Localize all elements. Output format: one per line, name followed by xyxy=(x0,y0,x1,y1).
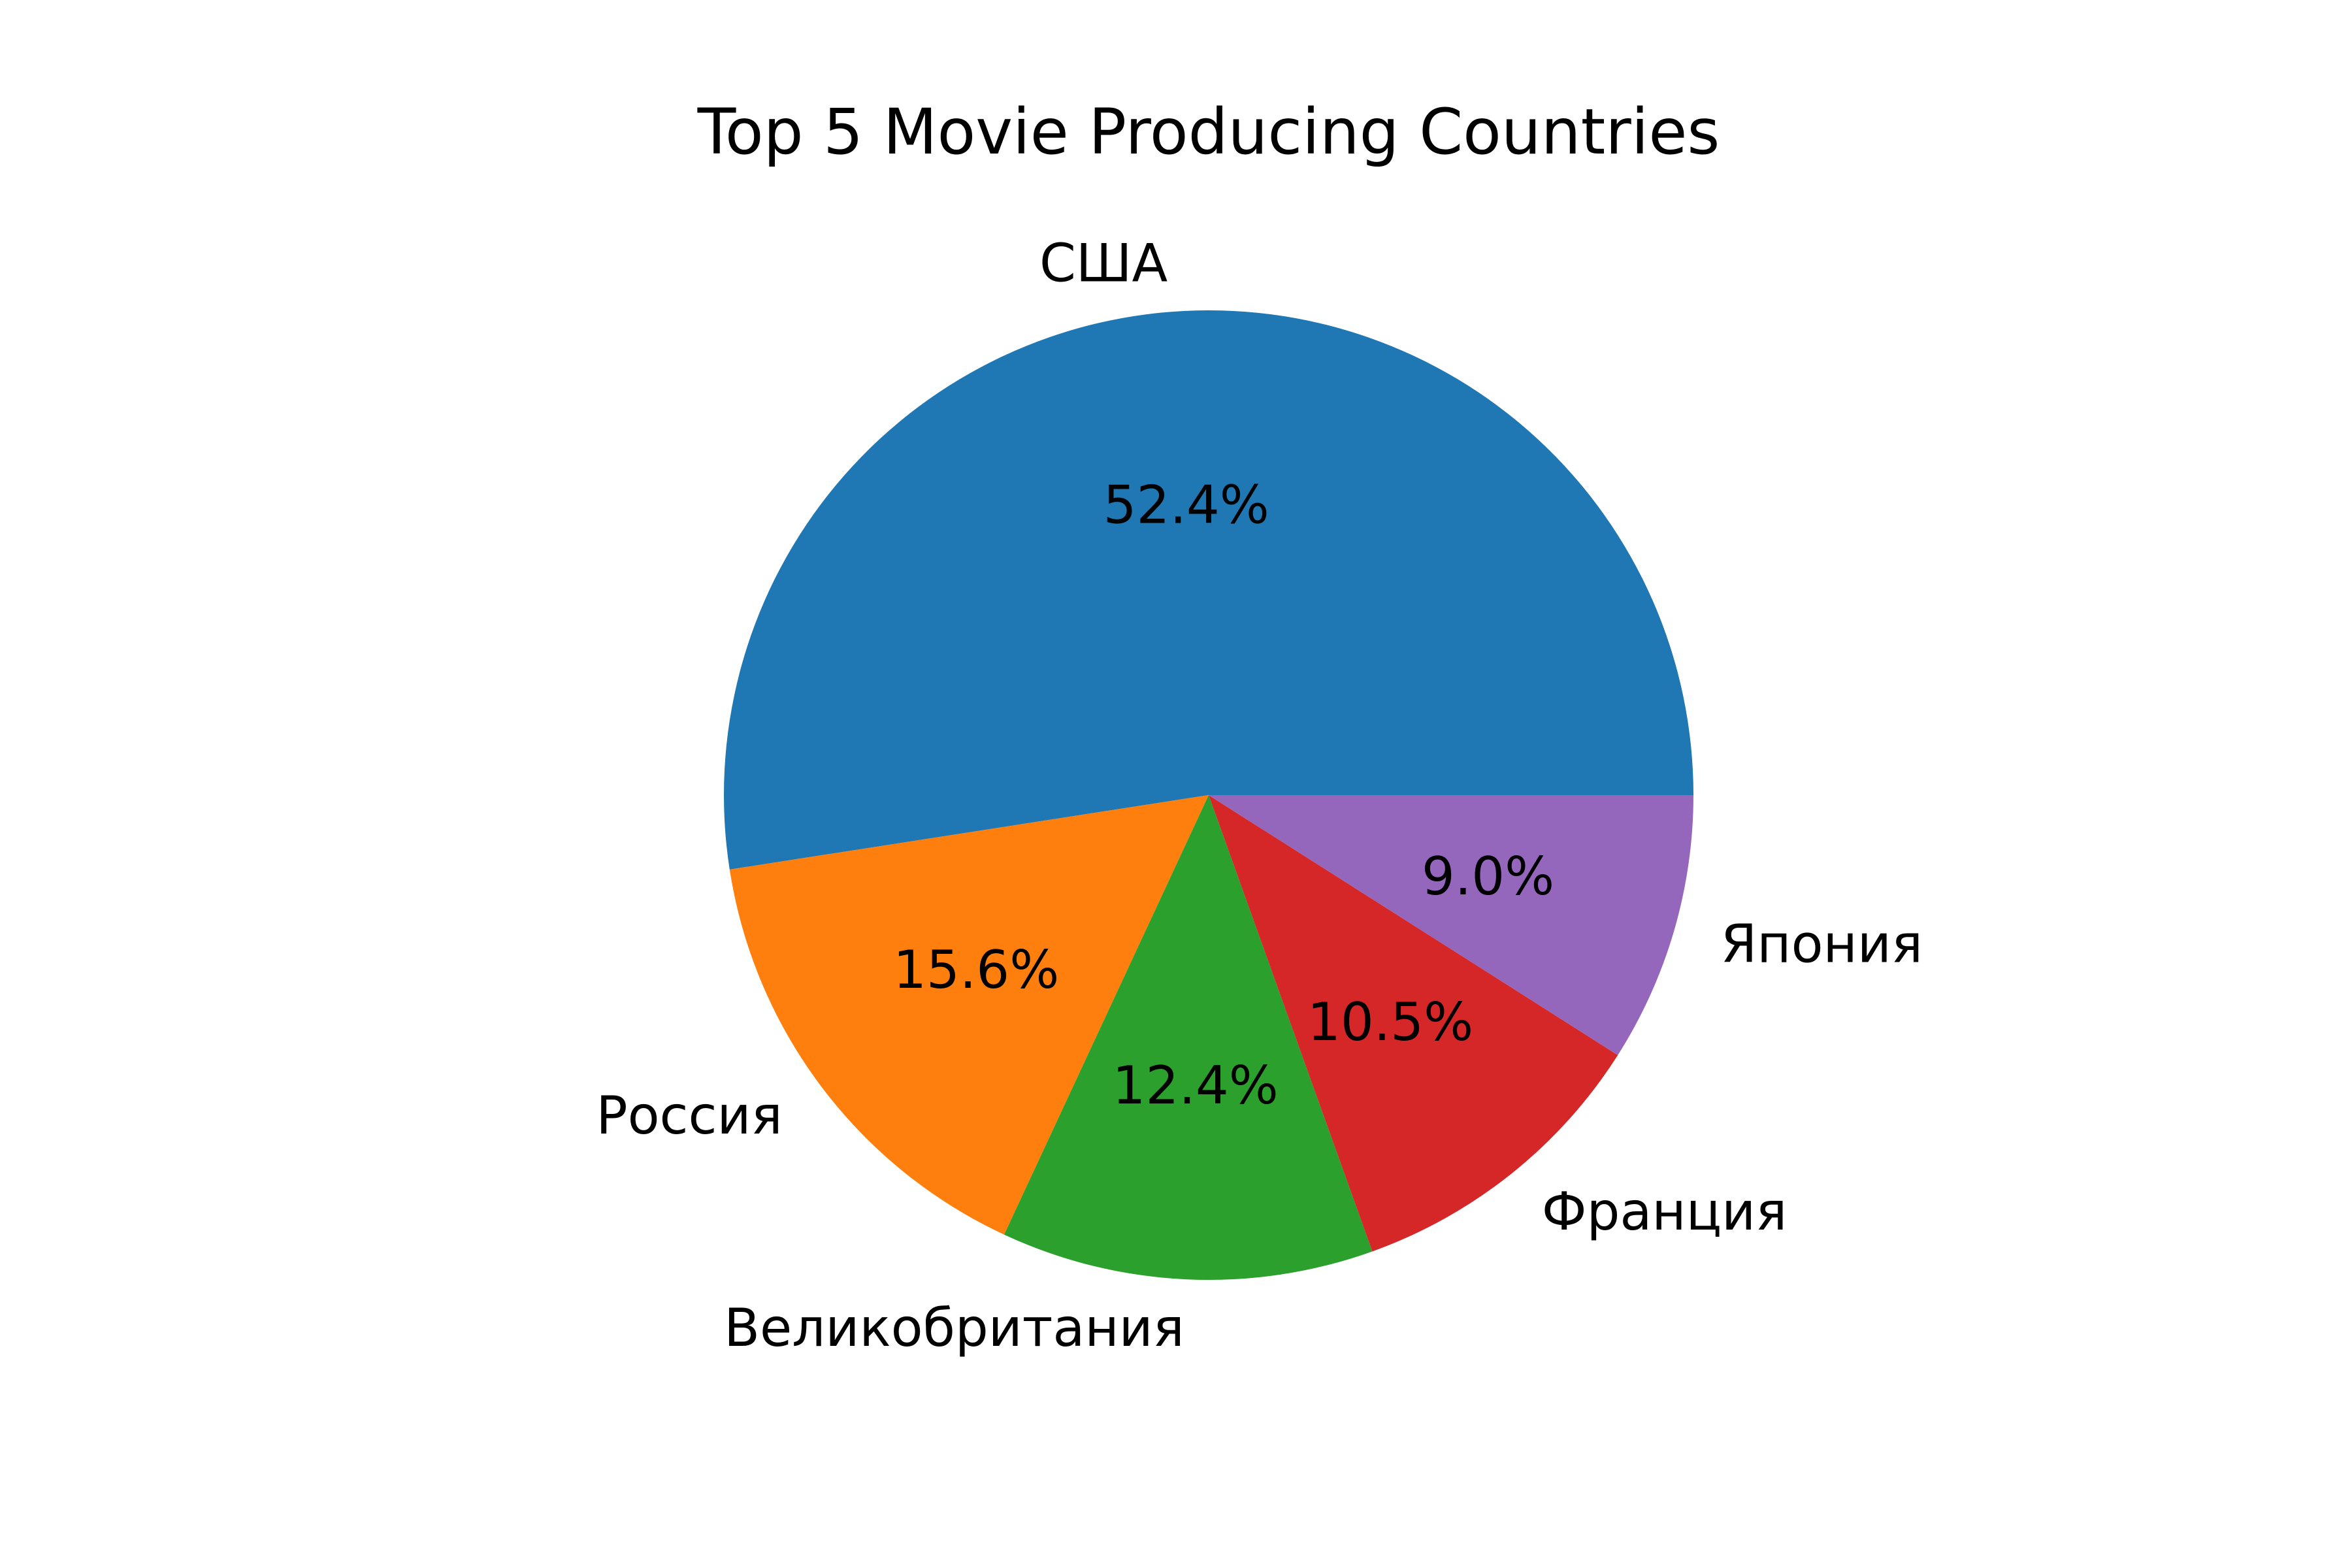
percent-label-2: 15.6% xyxy=(893,939,1059,1000)
slice-label-4: Франция xyxy=(1542,1181,1788,1242)
pie-slice-2 xyxy=(729,795,1209,1235)
percent-labels: 52.4% 15.6% 12.4% 10.5% 9.0% xyxy=(893,475,1554,1117)
slice-label-2: Россия xyxy=(596,1085,782,1146)
slice-label-1: США xyxy=(1039,233,1168,294)
pie-slices xyxy=(724,310,1693,1280)
percent-label-5: 9.0% xyxy=(1422,846,1554,907)
slice-label-3: Великобритания xyxy=(724,1298,1184,1358)
percent-label-4: 10.5% xyxy=(1307,992,1473,1053)
percent-label-1: 52.4% xyxy=(1103,475,1269,536)
pie-slice-3 xyxy=(1004,795,1373,1280)
slice-label-5: Япония xyxy=(1721,913,1923,974)
slice-labels: США Россия Великобритания Франция Япония xyxy=(596,233,1923,1358)
percent-label-3: 12.4% xyxy=(1113,1055,1279,1116)
chart-title: Top 5 Movie Producing Countries xyxy=(697,95,1720,169)
pie-slice-1 xyxy=(724,310,1693,870)
pie-slice-4 xyxy=(1209,795,1618,1252)
pie-slice-5 xyxy=(1209,795,1693,1055)
